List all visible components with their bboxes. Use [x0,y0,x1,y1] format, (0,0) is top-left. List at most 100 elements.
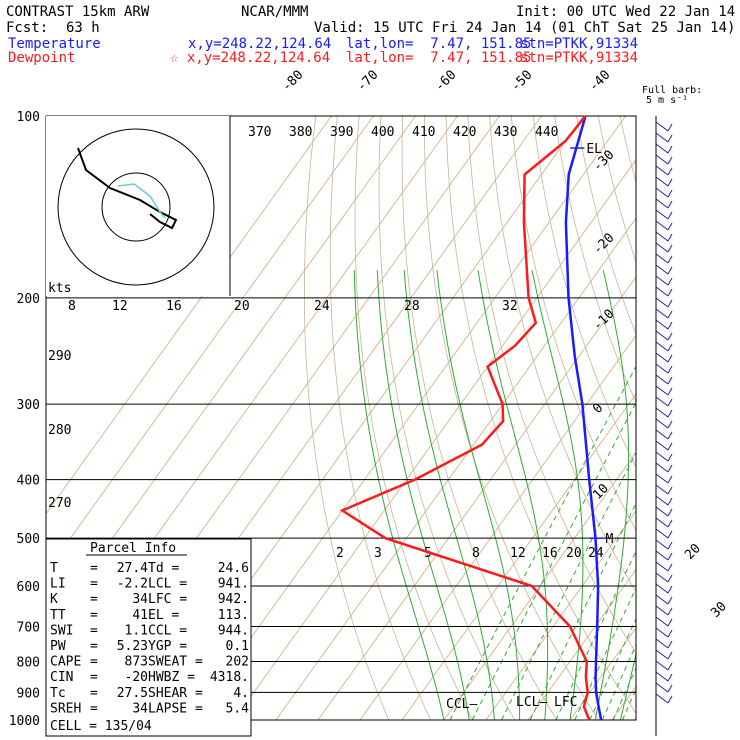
wind-barb [655,660,669,671]
parcel-value: 41 [132,608,148,623]
wind-barb [655,385,669,396]
wind-barb [655,253,669,264]
wind-barb [655,275,669,286]
wind-barb [655,495,669,506]
parcel-key: LAPSE = [148,701,203,716]
parcel-eq: = [90,670,98,685]
wind-barb-feather [667,211,673,220]
moist-adiabat-line [353,270,445,721]
parcel-key: LFC = [148,592,187,607]
wind-barb-feather [667,486,673,495]
parcel-eq: = [90,686,98,701]
wind-barb [655,561,669,572]
mixing-ratio-label: 16 [542,546,558,561]
wind-barb [655,374,669,385]
parcel-value: 1.1 [125,623,148,638]
mixing-ratio-line [449,365,636,721]
mixing-ratio-label: 3 [374,546,382,561]
temperature-station: stn=PTKK,91334 [520,36,639,52]
wind-barb-feather [667,167,673,176]
dry-adiabat-line [378,116,516,721]
wind-barb [655,638,669,649]
parcel-key: CCL = [148,623,187,638]
wind-barb-feather [667,277,673,286]
theta-label: 370 [248,125,271,140]
wind-barb-feather [667,453,673,462]
wind-barb-feather [667,266,673,275]
wind-barb [655,528,669,539]
parcel-eq: = [90,639,98,654]
model-title: CONTRAST 15km ARW [6,4,150,20]
isotherm-line [527,568,636,721]
parcel-key: SREH [50,701,81,716]
parcel-value: 113. [218,608,249,623]
wind-barb [655,286,669,297]
parcel-key: LCL = [148,577,187,592]
wind-barb-feather [667,409,673,418]
dry-adiabat-line [489,116,636,593]
mixing-ratio-label: 24 [314,299,330,314]
wind-barb-feather [667,519,673,528]
wind-barb [655,693,669,704]
parcel-box [45,538,252,737]
parcel-key: LI [50,577,66,592]
parcel-key: YGP = [148,639,187,654]
mixing-ratio-label: 32 [502,299,518,314]
wind-barb [655,121,669,132]
wind-barb [655,198,669,209]
parcel-value: 942. [218,592,249,607]
parcel-eq: = [90,608,98,623]
wind-barb [655,682,669,693]
theta-side-label: 270 [48,496,71,511]
dewpoint-profile [339,115,591,721]
fcst-label: Fcst: [6,20,49,36]
wind-barb-feather [667,222,673,231]
wind-barb [655,572,669,583]
pressure-label: 800 [17,655,40,670]
mixing-ratio-label: 12 [510,546,526,561]
parcel-value: 944. [218,623,249,638]
wind-barb-feather [667,244,673,253]
isotherm-line [359,334,636,721]
wind-barb-feather [667,640,673,649]
moist-adiabat-line [619,652,636,721]
wind-barb [655,594,669,605]
parcel-key: Tc [50,686,66,701]
wind-barb [655,352,669,363]
wind-barb [655,297,669,308]
mixing-ratio-line [471,401,636,721]
mixing-ratio-label: 5 [424,546,432,561]
wind-barb-feather [667,464,673,473]
theta-label: 420 [453,125,476,140]
isotherm-line [46,116,332,515]
hodograph: kts [46,116,231,296]
wind-barb [655,187,669,198]
wind-barb [655,209,669,220]
level-marker-label: M [605,532,613,547]
mixing-ratio-label: 8 [472,546,480,561]
parcel-key: TT [50,608,66,623]
wind-barb [655,231,669,242]
isotherm-line [696,116,740,720]
mixing-ratio-label: 28 [404,299,420,314]
wind-barb-feather [667,442,673,451]
wind-barb [655,627,669,638]
mixing-ratio-label: 20 [234,299,250,314]
wind-barb-feather [667,673,673,682]
wind-barb-feather [667,398,673,407]
wind-barb [655,132,669,143]
wind-barb [655,583,669,594]
dry-adiabat-line [401,116,558,721]
parcel-key: SHEAR = [148,686,203,701]
wind-barb-feather [667,431,673,440]
wind-barb [655,143,669,154]
wind-barb [655,429,669,440]
wind-barb [655,517,669,528]
mixing-ratio-label: 8 [68,299,76,314]
wind-barb-feather [667,376,673,385]
pressure-label: 100 [17,110,40,125]
wind-barb-feather [667,387,673,396]
hodograph-background [46,116,230,296]
parcel-cell: CELL = 135/04 [50,719,152,734]
isotherm-line [317,276,636,721]
